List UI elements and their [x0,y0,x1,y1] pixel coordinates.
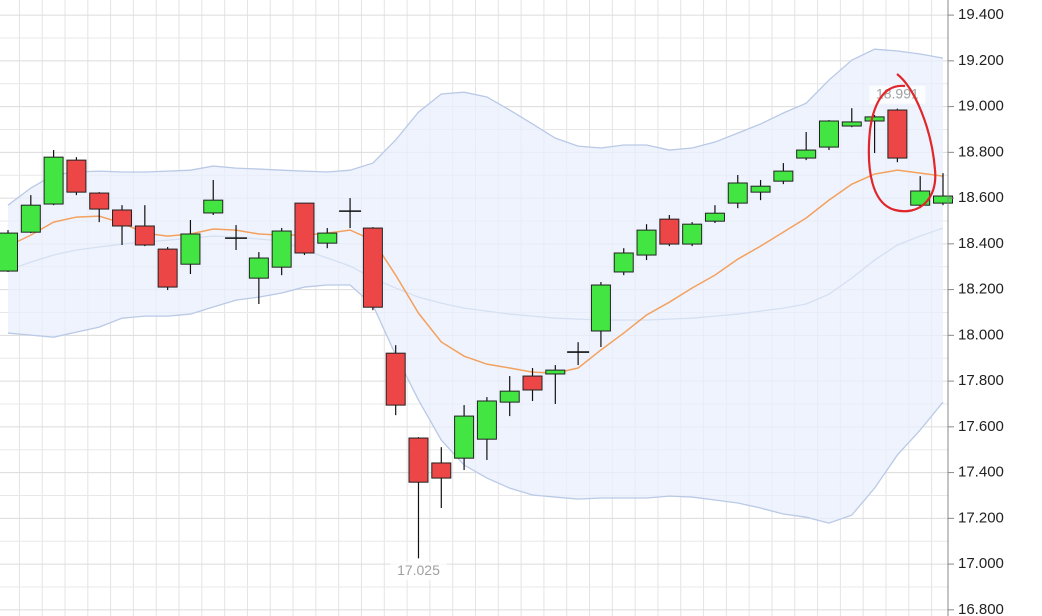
bands [7,48,944,524]
y-tick-label: 18.200 [958,281,1004,298]
candle-body [476,400,497,440]
annotation-label: 18.991 [876,85,919,101]
candle-body [818,120,839,148]
candle-body [864,116,885,122]
candle-body [362,227,383,308]
y-tick-label: 17.800 [958,372,1004,389]
candle-body [659,218,680,245]
candle-body [590,284,611,332]
y-tick-label: 16.800 [958,601,1004,616]
candle-body [727,182,748,204]
candle-body [294,202,315,254]
candle-body [112,209,133,227]
candle-body [773,170,794,182]
candle-body [910,190,931,206]
upper-band [7,48,944,206]
y-tick-label: 18.600 [958,189,1004,206]
lower-band [7,284,944,524]
annotations: 17.025 18.991 [390,85,926,581]
y-tick-label: 19.400 [958,6,1004,23]
candle-body [682,223,703,245]
candle-body [385,352,406,406]
inner-line [7,227,944,321]
candle-body [66,159,87,193]
y-tick-label: 19.200 [958,52,1004,69]
annotation-label: 17.025 [397,562,440,578]
candle-body [933,195,953,204]
candle-body [499,390,520,403]
candle-body [750,185,771,193]
candle-body [841,121,862,127]
candle-body [248,257,269,279]
candle-body [317,232,338,244]
candle-body [545,369,566,375]
y-tick-label: 17.200 [958,509,1004,526]
candle-body [0,232,18,272]
hand-drawn-circle [867,73,937,213]
y-tick-label: 18.400 [958,235,1004,252]
candle-body [20,204,41,233]
annotation-bg [390,562,447,581]
y-tick-label: 17.600 [958,418,1004,435]
candle-body [157,248,178,288]
candles [0,108,953,559]
candle-body [431,462,452,479]
candle-body [613,252,634,273]
y-tick-label: 18.800 [958,143,1004,160]
candle-body [887,109,908,159]
y-tick-label: 19.000 [958,98,1004,115]
candle-body [43,156,64,205]
y-tick-label: 17.400 [958,464,1004,481]
candle-body [636,229,657,256]
candle-body [180,233,201,265]
candle-body [271,230,292,268]
candle-body [408,437,429,483]
y-tick-label: 17.000 [958,555,1004,572]
candle-body [203,199,224,214]
y-axis: 16.800 17.000 17.200 17.400 17.600 17.800 18.0… [947,0,1004,616]
candle-body [454,415,475,459]
candle-body [796,149,817,159]
candle-body [704,212,725,222]
y-tick-label: 18.000 [958,326,1004,343]
candle-body [522,375,543,391]
moving-average [7,169,944,374]
candle-body [89,192,110,210]
band-area [8,49,943,524]
candle-body [134,225,155,246]
